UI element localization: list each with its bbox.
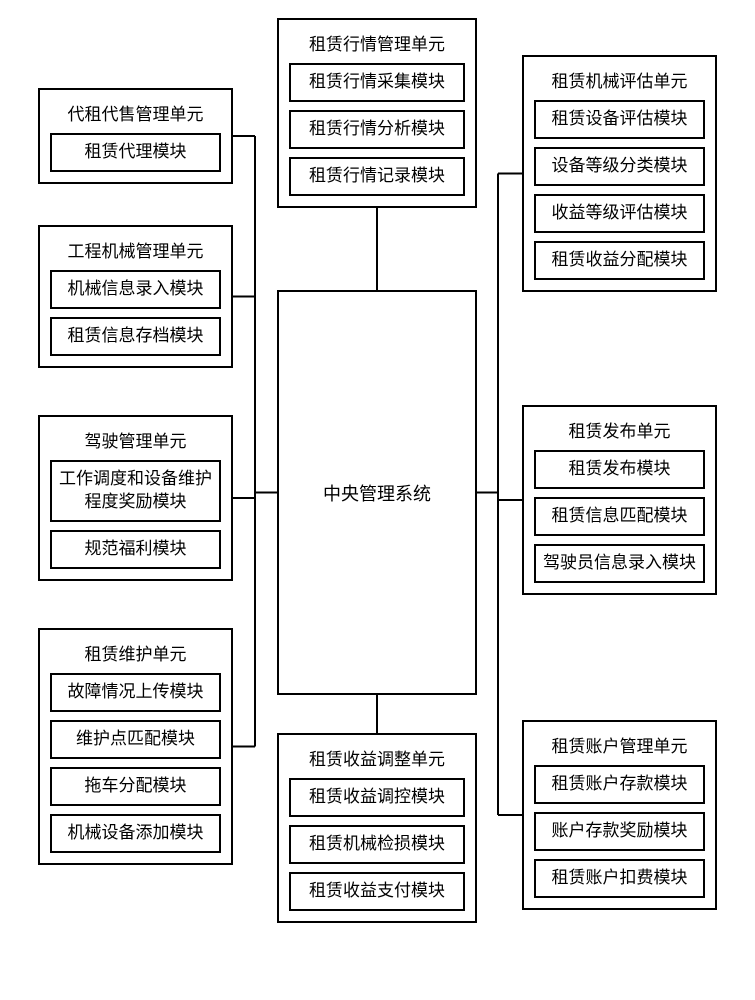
- unit-title: 租赁发布单元: [532, 417, 707, 442]
- module-box: 工作调度和设备维护程度奖励模块: [50, 460, 221, 522]
- unit-bottom: 租赁收益调整单元租赁收益调控模块租赁机械检损模块租赁收益支付模块: [277, 733, 477, 923]
- unit-right2: 租赁发布单元租赁发布模块租赁信息匹配模块驾驶员信息录入模块: [522, 405, 717, 595]
- module-box: 租赁账户扣费模块: [534, 859, 705, 898]
- module-box: 租赁机械检损模块: [289, 825, 465, 864]
- module-box: 账户存款奖励模块: [534, 812, 705, 851]
- unit-title: 租赁账户管理单元: [532, 732, 707, 757]
- module-box: 租赁行情采集模块: [289, 63, 465, 102]
- module-box: 租赁收益分配模块: [534, 241, 705, 280]
- module-box: 机械信息录入模块: [50, 270, 221, 309]
- unit-top: 租赁行情管理单元租赁行情采集模块租赁行情分析模块租赁行情记录模块: [277, 18, 477, 208]
- unit-title: 驾驶管理单元: [48, 427, 223, 452]
- module-box: 机械设备添加模块: [50, 814, 221, 853]
- module-box: 租赁发布模块: [534, 450, 705, 489]
- module-box: 租赁信息存档模块: [50, 317, 221, 356]
- module-box: 租赁代理模块: [50, 133, 221, 172]
- module-box: 拖车分配模块: [50, 767, 221, 806]
- module-box: 故障情况上传模块: [50, 673, 221, 712]
- module-box: 维护点匹配模块: [50, 720, 221, 759]
- module-box: 租赁信息匹配模块: [534, 497, 705, 536]
- module-box: 租赁账户存款模块: [534, 765, 705, 804]
- module-box: 驾驶员信息录入模块: [534, 544, 705, 583]
- unit-title: 工程机械管理单元: [48, 237, 223, 262]
- unit-left1: 代租代售管理单元租赁代理模块: [38, 88, 233, 184]
- module-box: 规范福利模块: [50, 530, 221, 569]
- unit-title: 租赁机械评估单元: [532, 67, 707, 92]
- unit-right3: 租赁账户管理单元租赁账户存款模块账户存款奖励模块租赁账户扣费模块: [522, 720, 717, 910]
- unit-left2: 工程机械管理单元机械信息录入模块租赁信息存档模块: [38, 225, 233, 368]
- module-box: 租赁收益支付模块: [289, 872, 465, 911]
- unit-title: 租赁行情管理单元: [287, 30, 467, 55]
- module-box: 租赁设备评估模块: [534, 100, 705, 139]
- unit-right1: 租赁机械评估单元租赁设备评估模块设备等级分类模块收益等级评估模块租赁收益分配模块: [522, 55, 717, 292]
- module-box: 设备等级分类模块: [534, 147, 705, 186]
- unit-title: 租赁收益调整单元: [287, 745, 467, 770]
- center-system-box: 中央管理系统: [277, 290, 477, 695]
- module-box: 租赁行情记录模块: [289, 157, 465, 196]
- module-box: 租赁行情分析模块: [289, 110, 465, 149]
- unit-left3: 驾驶管理单元工作调度和设备维护程度奖励模块规范福利模块: [38, 415, 233, 581]
- unit-title: 代租代售管理单元: [48, 100, 223, 125]
- unit-title: 租赁维护单元: [48, 640, 223, 665]
- module-box: 租赁收益调控模块: [289, 778, 465, 817]
- diagram-canvas: 中央管理系统租赁行情管理单元租赁行情采集模块租赁行情分析模块租赁行情记录模块代租…: [0, 0, 755, 1000]
- module-box: 收益等级评估模块: [534, 194, 705, 233]
- unit-left4: 租赁维护单元故障情况上传模块维护点匹配模块拖车分配模块机械设备添加模块: [38, 628, 233, 865]
